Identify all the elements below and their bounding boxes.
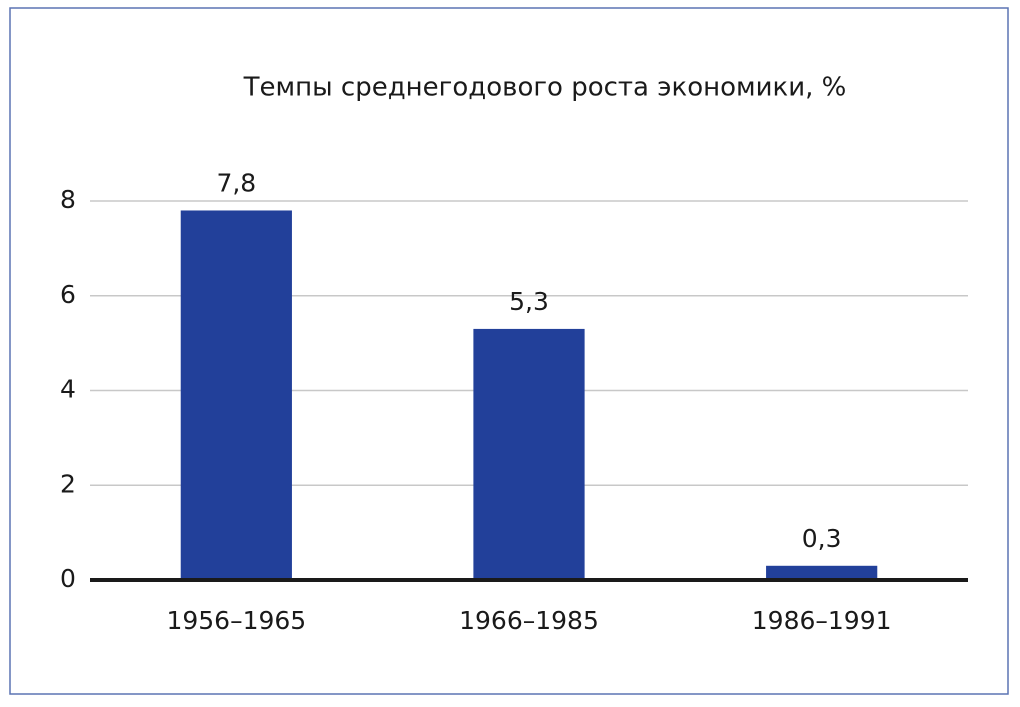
y-tick-label: 6 [60, 280, 76, 309]
bar [766, 565, 878, 580]
bar [180, 210, 292, 580]
y-tick-label: 4 [60, 375, 76, 404]
value-label: 0,3 [802, 524, 842, 553]
value-label: 7,8 [216, 168, 256, 197]
x-tick-label: 1956–1965 [166, 606, 306, 635]
y-tick-label: 8 [60, 185, 76, 214]
chart-title: Темпы среднегодового роста экономики, % [243, 73, 847, 103]
x-tick-label: 1966–1985 [459, 606, 599, 635]
x-tick-label: 1986–1991 [752, 606, 892, 635]
value-label: 5,3 [509, 287, 549, 316]
y-tick-label: 2 [60, 469, 76, 498]
y-tick-label: 0 [60, 564, 76, 593]
frame [9, 7, 1009, 695]
bar [473, 328, 585, 580]
